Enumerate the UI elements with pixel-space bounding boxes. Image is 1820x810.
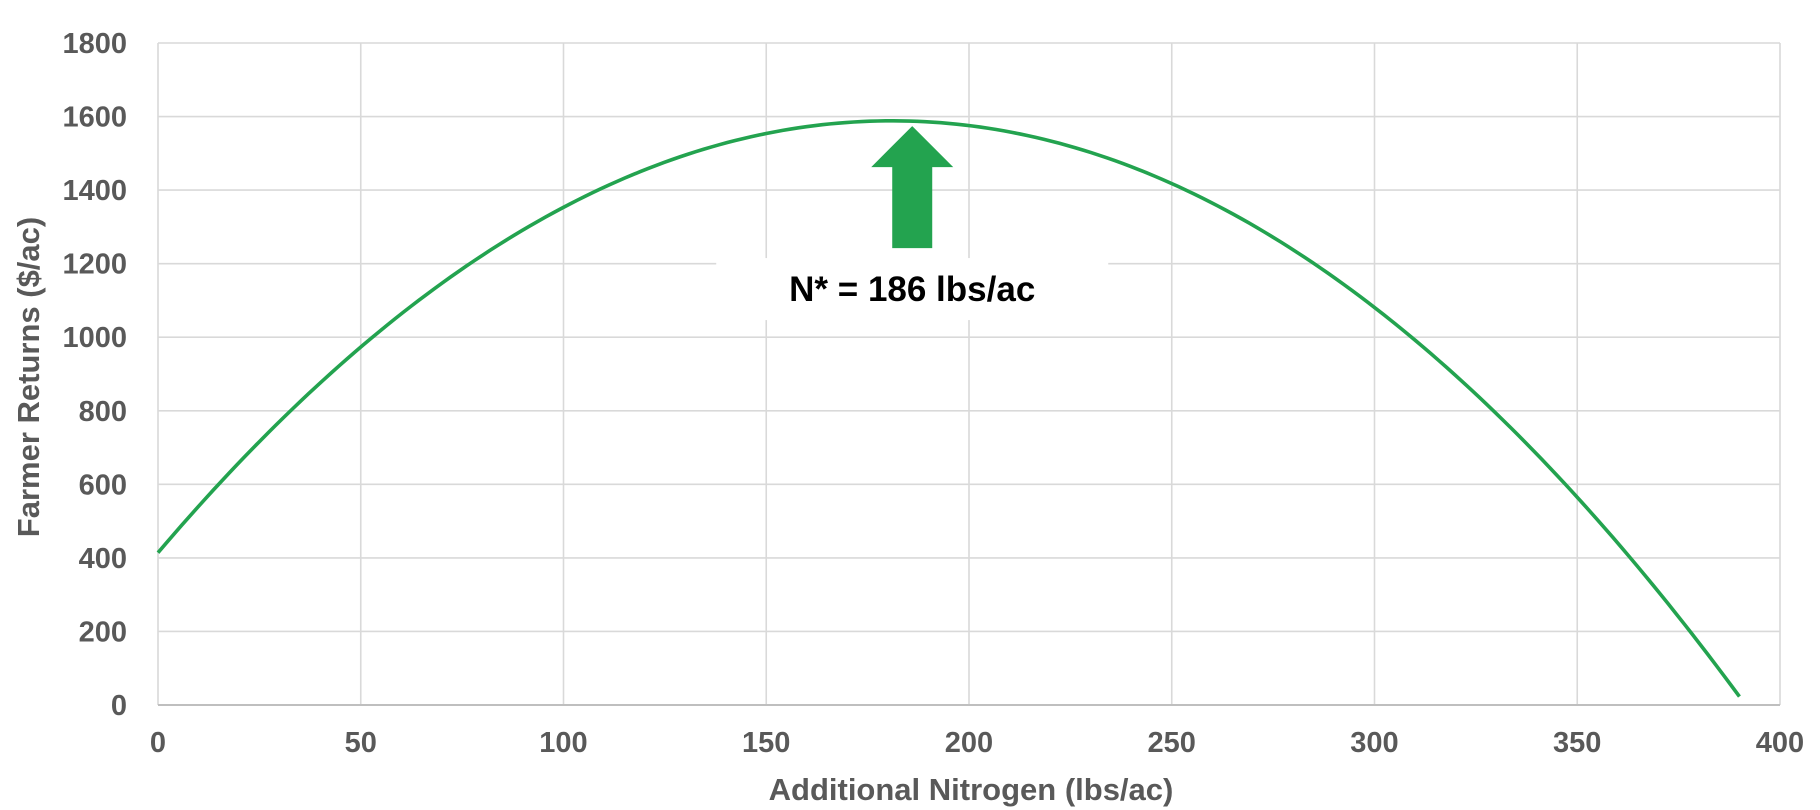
x-tick-label-5: 250 <box>1148 727 1196 759</box>
y-tick-label-6: 1200 <box>62 249 127 281</box>
y-tick-label-9: 1800 <box>62 28 127 60</box>
y-tick-label-5: 1000 <box>62 322 127 354</box>
series-line-0 <box>156 119 1741 698</box>
optimum-annotation: N* = 186 lbs/ac <box>716 126 1109 321</box>
chart-series <box>156 119 1741 698</box>
y-axis-title: Farmer Returns ($/ac) <box>11 217 46 537</box>
annotation-label-0: N* = 186 lbs/ac <box>789 270 1035 309</box>
y-tick-label-3: 600 <box>79 469 127 501</box>
x-tick-label-8: 400 <box>1756 727 1804 759</box>
x-tick-label-2: 100 <box>539 727 587 759</box>
x-tick-label-0: 0 <box>150 727 166 759</box>
y-tick-label-2: 400 <box>79 543 127 575</box>
y-tick-label-4: 800 <box>79 396 127 428</box>
y-tick-label-1: 200 <box>79 616 127 648</box>
y-tick-labels: 0 200 400 600 800 1000 1200 1400 1600 1800 <box>62 28 127 722</box>
x-axis-title: Additional Nitrogen (lbs/ac) <box>769 772 1174 807</box>
x-tick-label-1: 50 <box>345 727 377 759</box>
annotation-arrow-0 <box>871 126 954 249</box>
annotation-label-box-0 <box>716 258 1109 321</box>
chart-gridlines <box>157 42 1781 706</box>
x-tick-label-6: 300 <box>1350 727 1398 759</box>
x-tick-label-3: 150 <box>742 727 790 759</box>
x-tick-label-7: 350 <box>1553 727 1601 759</box>
x-tick-labels: 0 50 100 150 200 250 300 350 400 <box>150 727 1804 759</box>
y-tick-label-0: 0 <box>111 690 127 722</box>
y-tick-label-7: 1400 <box>62 175 127 207</box>
x-tick-label-4: 200 <box>945 727 993 759</box>
y-tick-label-8: 1600 <box>62 102 127 134</box>
